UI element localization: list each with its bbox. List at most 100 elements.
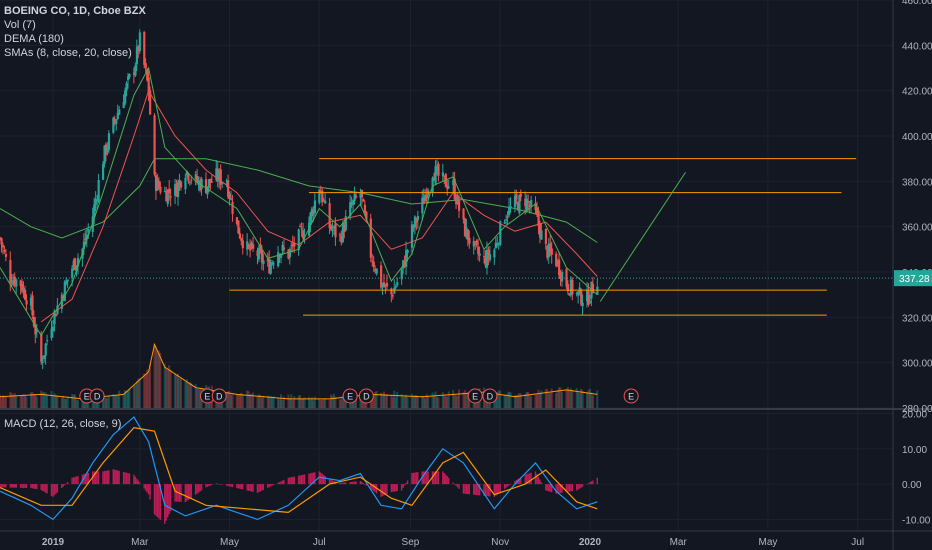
candle[interactable] [252,236,255,252]
candle[interactable] [257,244,261,263]
candle[interactable] [13,272,16,288]
candle[interactable] [362,198,365,202]
candle[interactable] [15,278,18,294]
candle[interactable] [29,293,33,311]
candle[interactable] [219,164,222,191]
candle[interactable] [496,236,499,248]
candle[interactable] [503,219,506,224]
candle[interactable] [571,277,574,301]
candle[interactable] [484,250,487,269]
price-axis[interactable]: 460.00440.00420.00400.00380.00360.00340.… [902,0,932,526]
candle[interactable] [394,284,397,290]
candle[interactable] [443,175,446,185]
candle[interactable] [266,252,269,267]
candle[interactable] [524,191,527,215]
candle[interactable] [194,171,197,186]
candle[interactable] [159,181,162,195]
candle[interactable] [328,197,331,234]
candle[interactable] [43,355,46,363]
candle[interactable] [247,243,250,250]
candle[interactable] [32,310,36,328]
macd-indicator-label[interactable]: MACD (12, 26, close, 9) [4,418,122,430]
candle[interactable] [179,180,183,191]
event-marker[interactable]: E [467,388,483,404]
event-marker[interactable]: D [211,388,227,404]
candle[interactable] [566,280,570,295]
candle[interactable] [465,218,468,240]
candle[interactable] [556,259,559,267]
candle[interactable] [544,228,548,250]
candle[interactable] [0,236,2,241]
candle[interactable] [405,241,408,275]
candle[interactable] [177,179,180,206]
candle[interactable] [103,145,106,168]
candle[interactable] [525,194,528,213]
candle[interactable] [472,236,475,255]
candle[interactable] [549,234,552,257]
candle[interactable] [321,187,324,207]
event-marker[interactable]: D [482,388,498,404]
candle[interactable] [231,194,234,222]
candle[interactable] [132,67,136,84]
candle[interactable] [581,294,584,315]
candle[interactable] [391,293,395,300]
candle[interactable] [474,241,477,250]
candle[interactable] [144,58,147,73]
candle[interactable] [125,81,128,97]
candle[interactable] [483,249,486,264]
candle[interactable] [313,193,317,217]
candle[interactable] [84,230,87,245]
candle[interactable] [393,279,396,294]
candle[interactable] [324,193,327,204]
candle[interactable] [422,188,425,205]
candle[interactable] [227,174,230,200]
candle[interactable] [290,242,293,253]
candle[interactable] [456,192,459,205]
candle[interactable] [425,187,428,205]
candle[interactable] [540,223,543,240]
candle[interactable] [12,273,15,287]
candle[interactable] [538,220,542,244]
candle[interactable] [126,73,130,89]
candle[interactable] [381,282,384,295]
candle[interactable] [365,210,368,223]
candle[interactable] [437,161,440,182]
candle[interactable] [66,279,69,289]
candle[interactable] [54,313,58,317]
candle[interactable] [165,187,168,202]
candle[interactable] [372,255,375,272]
candle[interactable] [559,269,562,286]
candle[interactable] [291,235,294,253]
candle[interactable] [134,62,137,78]
candle[interactable] [487,246,490,266]
candle[interactable] [462,207,465,224]
candle[interactable] [463,217,467,237]
candle[interactable] [143,30,146,69]
candle[interactable] [124,87,127,106]
candle[interactable] [118,106,121,116]
candle[interactable] [256,247,259,265]
candle[interactable] [360,189,364,205]
candle[interactable] [115,118,118,131]
candle[interactable] [241,234,244,255]
candle[interactable] [580,288,583,307]
event-marker[interactable]: E [342,388,358,404]
candle[interactable] [421,190,424,221]
candle[interactable] [494,237,497,249]
dema-indicator-label[interactable]: DEMA (180) [4,33,64,45]
candle[interactable] [112,116,115,135]
candle[interactable] [299,223,302,228]
candle[interactable] [169,188,172,207]
candle[interactable] [249,239,252,258]
candle[interactable] [34,316,37,344]
candle[interactable] [518,194,521,215]
candle[interactable] [453,171,456,202]
candle[interactable] [166,189,169,207]
candle[interactable] [309,211,312,233]
candle[interactable] [153,113,156,177]
candle[interactable] [588,294,592,304]
candle[interactable] [287,249,290,260]
candle[interactable] [413,215,417,235]
candle[interactable] [332,225,336,236]
candle[interactable] [565,267,568,290]
